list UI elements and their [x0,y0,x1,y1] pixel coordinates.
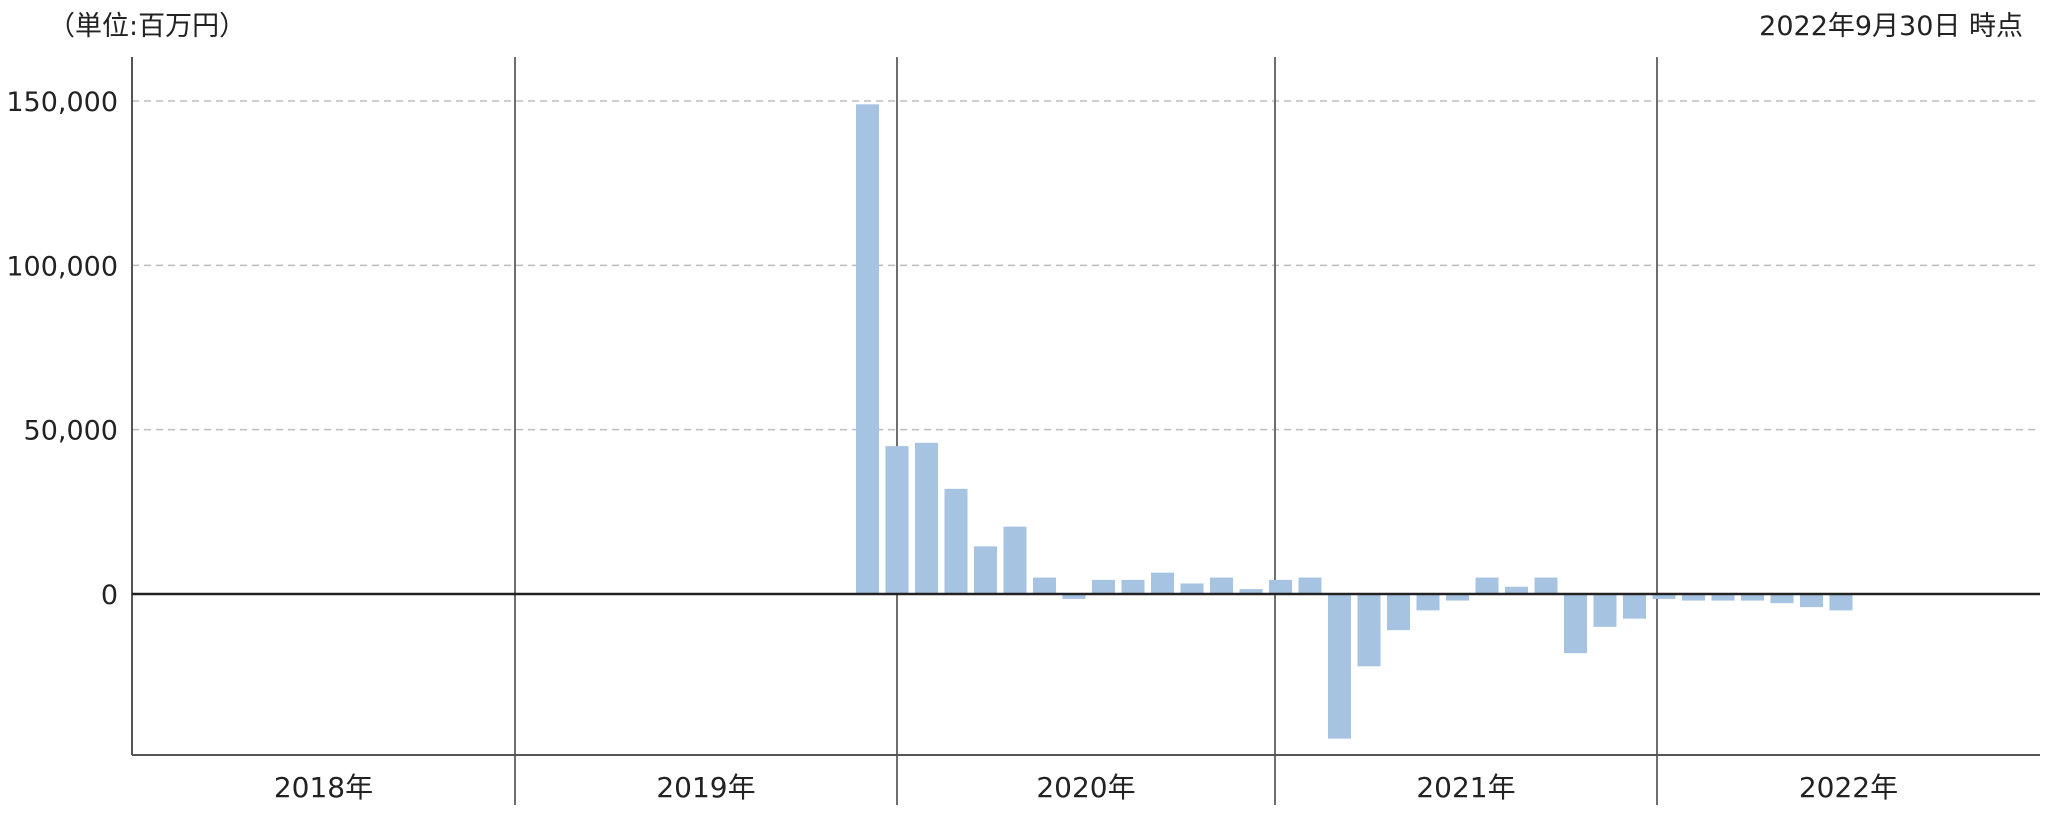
bar [1593,594,1617,627]
x-year-label: 2019年 [656,771,755,804]
bar [1210,577,1233,594]
bar [1741,594,1764,601]
axes [131,57,2040,756]
bar [885,446,909,594]
x-year-label: 2022年 [1799,771,1898,804]
bar [1505,586,1528,594]
bar [1328,594,1351,739]
bar [944,488,968,594]
bar [1534,577,1558,594]
bar [1151,572,1174,594]
y-tick-label: 100,000 [6,251,118,282]
bar [1121,579,1145,594]
bar [1416,594,1440,611]
bar [1800,594,1823,608]
bar [1652,594,1676,599]
bar [974,546,997,594]
bar [1711,594,1735,601]
bar [1623,594,1646,619]
y-tick-label: 150,000 [6,87,118,118]
bar [1475,577,1499,594]
bar [1239,589,1263,594]
bar [1269,579,1292,594]
bar [1357,594,1381,667]
as-of-date-label: 2022年9月30日 時点 [1759,11,2023,42]
bar [1387,594,1410,631]
year-dividers [514,57,1658,805]
bar [1682,594,1705,601]
bar [1062,594,1086,599]
bar [1298,577,1322,594]
bar [1446,594,1469,601]
bar [1829,594,1853,611]
axis-labels: 0 50,000 100,000 150,000 2018年 2019年 2020年 2021… [6,87,1898,804]
y-tick-label: 50,000 [24,416,118,447]
x-year-label: 2020年 [1036,771,1135,804]
gridlines [132,100,2040,431]
bar [856,104,879,594]
y-tick-label: 0 [101,580,118,611]
bar [915,442,938,594]
bar [1033,577,1056,594]
bar [1770,594,1794,604]
x-year-label: 2021年 [1416,771,1515,804]
bar [1180,583,1204,594]
bar [1003,526,1027,594]
bar [1564,594,1587,654]
unit-label: （単位:百万円） [48,11,247,42]
x-year-label: 2018年 [274,771,373,804]
bars [856,104,1853,739]
bar [1092,579,1115,594]
